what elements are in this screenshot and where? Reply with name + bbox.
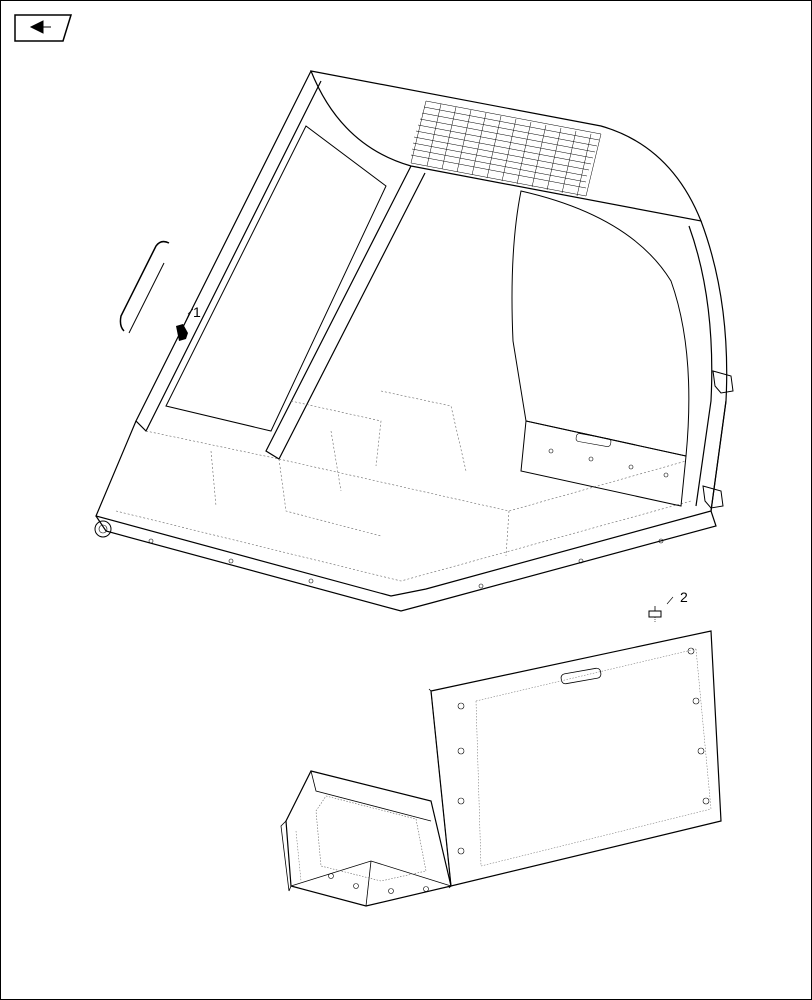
callout-2: 2 xyxy=(680,589,688,605)
callout-1: 1 xyxy=(193,304,201,320)
diagram-container: 1 2 xyxy=(0,0,812,1000)
diagram-illustration xyxy=(31,51,781,971)
callout-number-1: 1 xyxy=(193,304,201,320)
callout-number-2: 2 xyxy=(680,589,688,605)
reference-badge xyxy=(13,13,73,43)
